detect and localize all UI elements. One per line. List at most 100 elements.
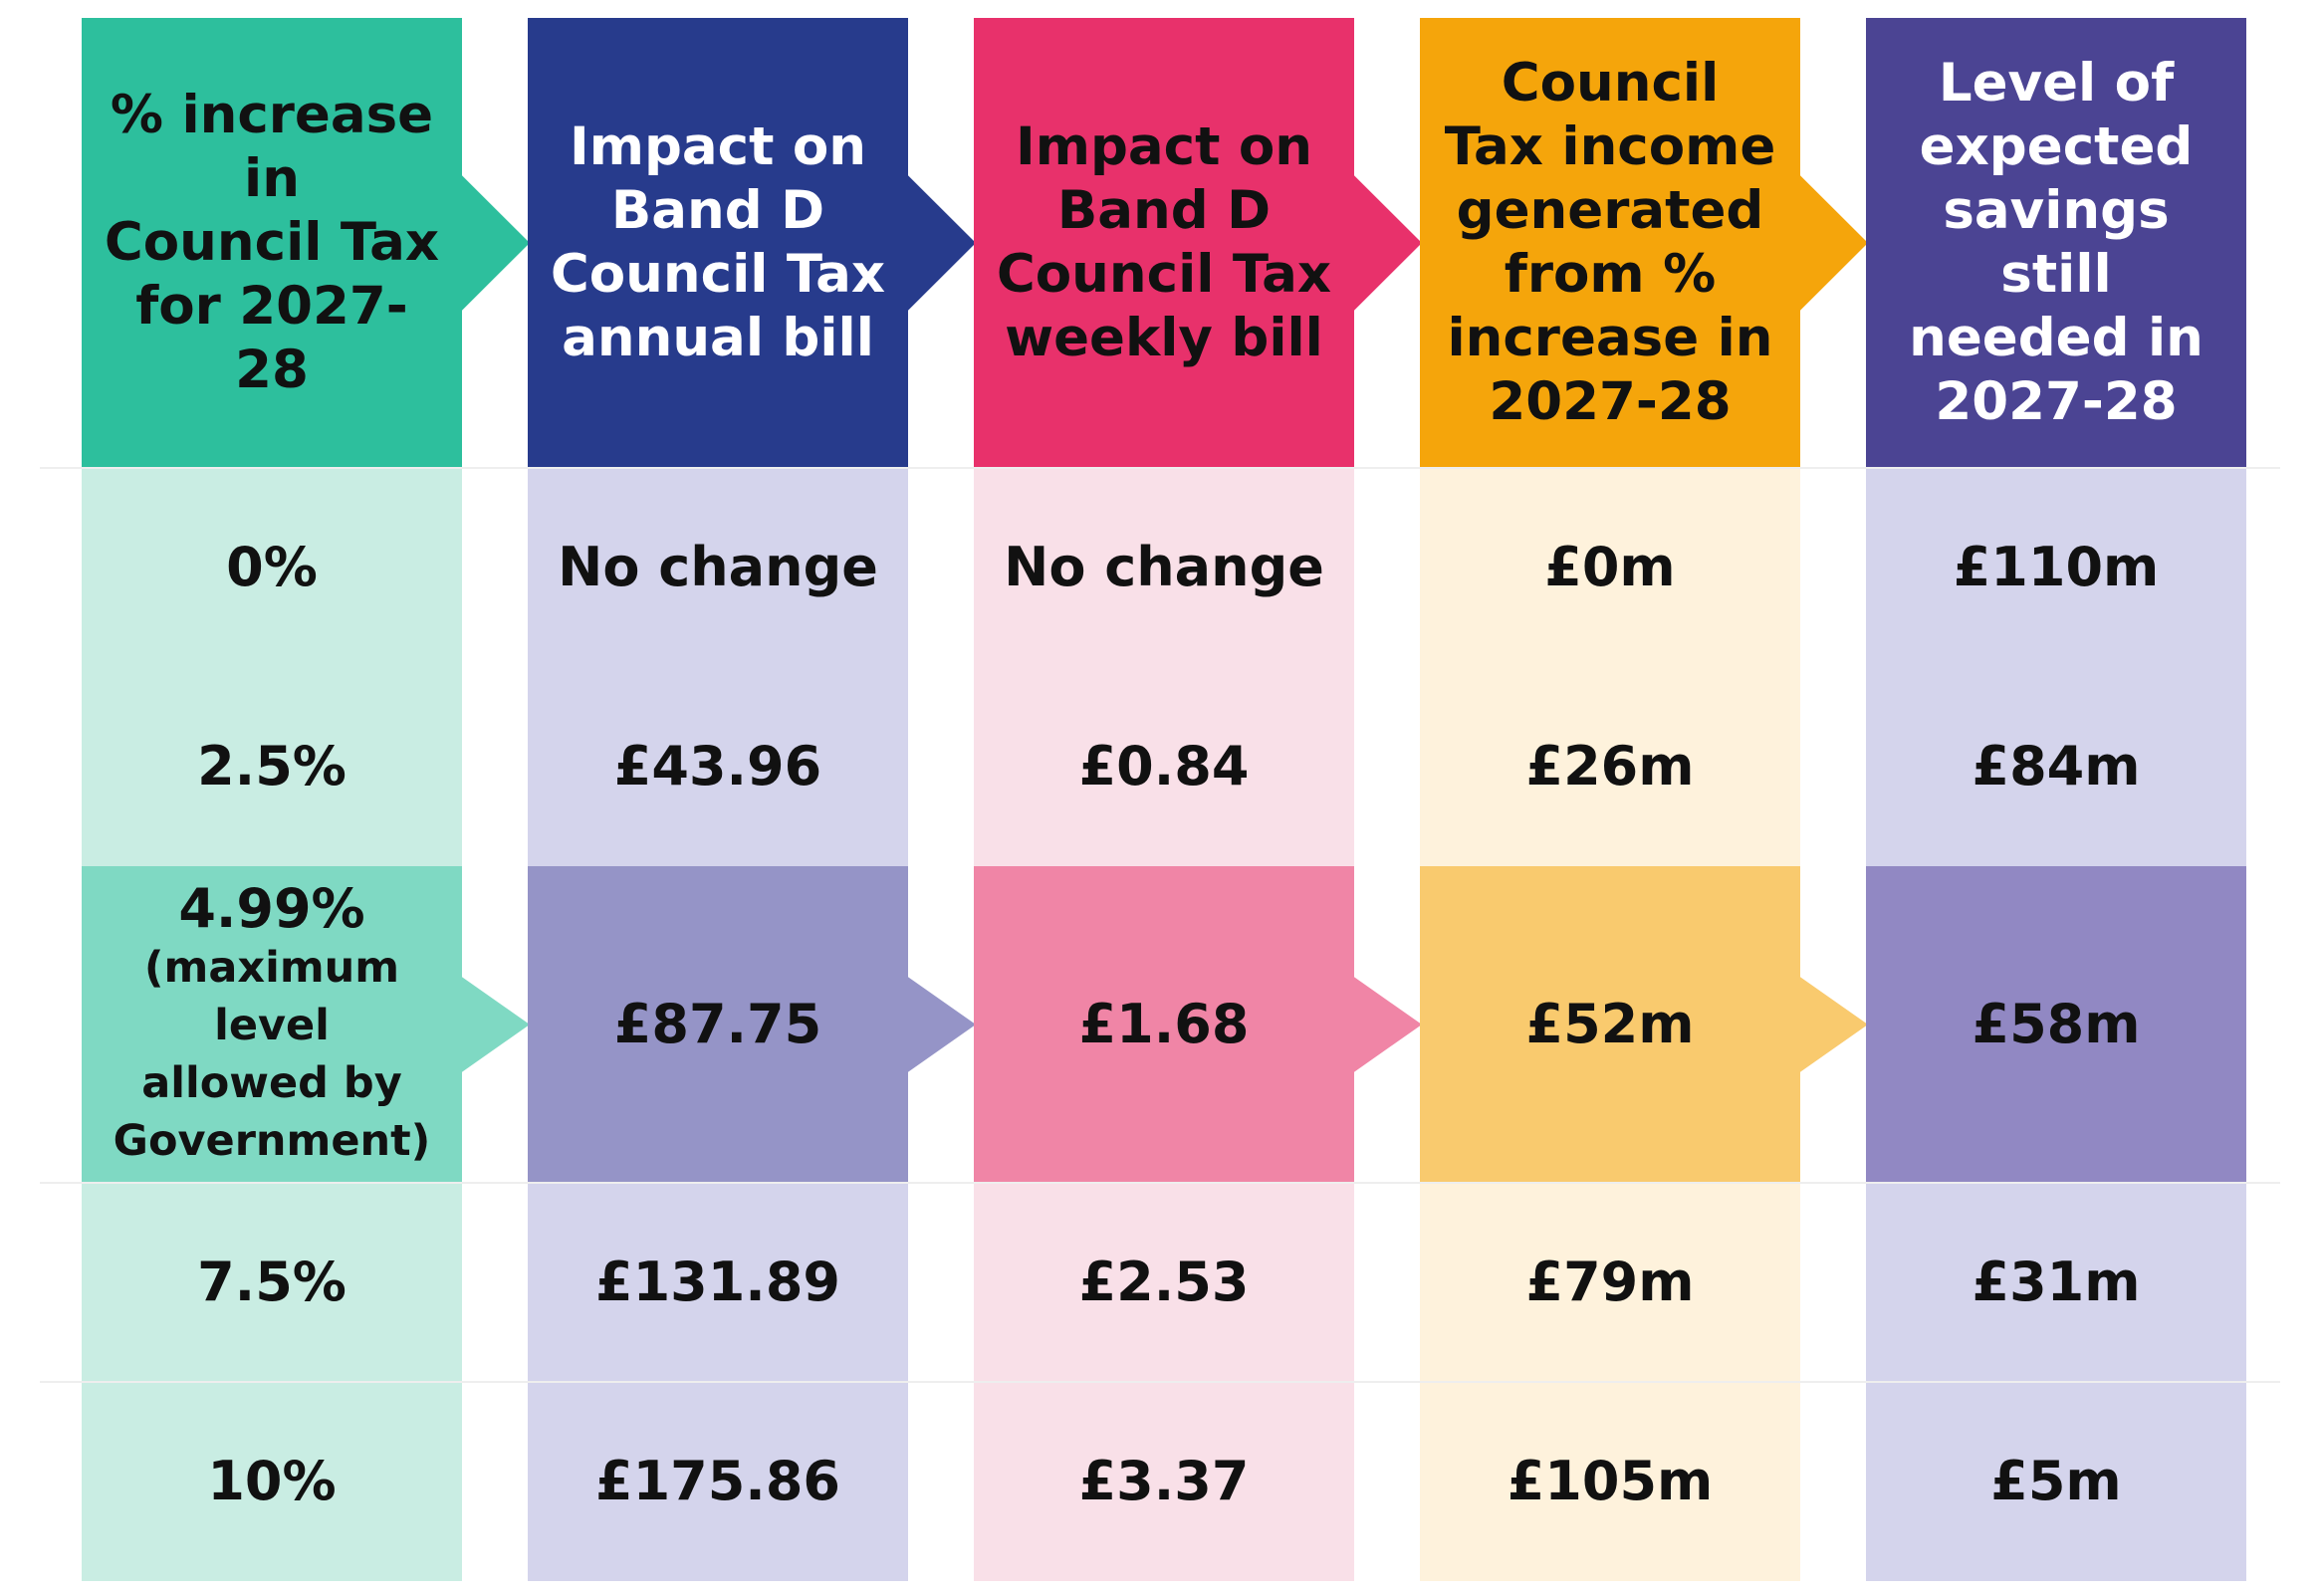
cell-value: £110m (1953, 536, 2160, 598)
table-cell: £5m (1866, 1382, 2246, 1581)
header-line: Council Tax (104, 212, 440, 273)
cell-value: 4.99% (178, 877, 365, 940)
table-cell: £175.86 (528, 1382, 908, 1581)
cell-value: 10% (207, 1450, 337, 1512)
row-separator (40, 1182, 2280, 1184)
header-line: savings still (1943, 180, 2170, 305)
header-line: Council Tax (996, 244, 1332, 305)
cell-content: £87.75 (614, 995, 821, 1054)
cell-content: £1.68 (1079, 995, 1250, 1054)
table-cell: £26m (1420, 667, 1800, 866)
table-cell: £79m (1420, 1183, 1800, 1382)
header-cell: Council Tax income generated from % increase… (1420, 18, 1868, 468)
cell-content: £0.84 (1079, 737, 1250, 797)
table-cell: £110m (1866, 468, 2246, 667)
cell-content: £175.86 (595, 1452, 840, 1511)
header-text: Level of expected savings still needed in 20… (1886, 52, 2226, 434)
cell-content: £43.96 (614, 737, 821, 797)
cell-content: £52m (1526, 995, 1695, 1054)
table-cell: 0% (82, 468, 462, 667)
table-cell: 2.5% (82, 667, 462, 866)
cell-content: £79m (1526, 1253, 1695, 1312)
cell-value: £84m (1972, 735, 2141, 798)
cell-content: £131.89 (595, 1253, 840, 1312)
header-cell: Impact on Band D Council Tax annual bill (528, 18, 976, 468)
cell-value: £1.68 (1078, 993, 1250, 1055)
cell-value: £58m (1972, 993, 2141, 1055)
header-line: Level of (1938, 53, 2175, 114)
cell-value: £175.86 (595, 1450, 840, 1512)
table-cell: £131.89 (528, 1183, 908, 1382)
header-cell: % increase in Council Tax for 2027-28 (82, 18, 530, 468)
header-text: Council Tax income generated from % increase… (1445, 52, 1776, 434)
cell-note-line: Government) (113, 1116, 431, 1166)
cell-content: £26m (1526, 737, 1695, 797)
header-line: needed in (1909, 308, 2204, 368)
cell-content: £110m (1954, 538, 2160, 597)
cell-value: 2.5% (197, 735, 347, 798)
table-cell: £87.75 (528, 866, 976, 1183)
cell-value: £0m (1544, 536, 1676, 598)
table-cell: 4.99% (maximum level allowed by Government) (82, 866, 530, 1183)
table-cell: £3.37 (974, 1382, 1354, 1581)
table-cell: 10% (82, 1382, 462, 1581)
row-separator (40, 467, 2280, 469)
cell-value: £105m (1507, 1450, 1714, 1512)
cell-content: £5m (1990, 1452, 2121, 1511)
cell-value: £131.89 (595, 1251, 840, 1313)
header-text: % increase in Council Tax for 2027-28 (102, 84, 442, 402)
header-line: expected (1919, 116, 2194, 177)
cell-content: 4.99% (maximum level allowed by Government) (82, 879, 462, 1170)
cell-content: £58m (1973, 995, 2141, 1054)
cell-content: £3.37 (1079, 1452, 1250, 1511)
cell-value: £52m (1525, 993, 1695, 1055)
row-separator (40, 1381, 2280, 1383)
cell-content: 2.5% (197, 737, 347, 797)
cell-value: 0% (226, 536, 318, 598)
header-line: annual bill (562, 308, 874, 368)
table-cell: £0m (1420, 468, 1800, 667)
cell-value: No change (1004, 536, 1324, 598)
cell-content: £0m (1544, 538, 1675, 597)
table-cell: £0.84 (974, 667, 1354, 866)
table-cell: £52m (1420, 866, 1868, 1183)
cell-value: No change (558, 536, 878, 598)
header-line: Council Tax (550, 244, 886, 305)
cell-content: No change (1004, 538, 1324, 597)
table-cell: £2.53 (974, 1183, 1354, 1382)
header-line: % increase in (110, 85, 434, 209)
table-cell: No change (974, 468, 1354, 667)
cell-content: £84m (1973, 737, 2141, 797)
header-line: weekly bill (1005, 308, 1323, 368)
header-line: 2027-28 (1489, 371, 1732, 432)
cell-value: £0.84 (1078, 735, 1250, 798)
header-cell: Level of expected savings still needed in 20… (1866, 18, 2246, 468)
cell-value: £26m (1525, 735, 1695, 798)
cell-note-line: allowed by (141, 1058, 402, 1108)
header-line: increase in (1447, 308, 1773, 368)
cell-value: £31m (1972, 1251, 2141, 1313)
table-cell: £105m (1420, 1382, 1800, 1581)
header-cell: Impact on Band D Council Tax weekly bill (974, 18, 1422, 468)
cell-content: 0% (226, 538, 318, 597)
header-text: Impact on Band D Council Tax annual bill (551, 115, 885, 370)
table-cell: £31m (1866, 1183, 2246, 1382)
table-cell: £43.96 (528, 667, 908, 866)
cell-content: £105m (1508, 1452, 1714, 1511)
cell-value: £5m (1990, 1450, 2122, 1512)
header-text: Impact on Band D Council Tax weekly bill (997, 115, 1331, 370)
header-line: Impact on (570, 116, 866, 177)
header-line: Band D (610, 180, 825, 241)
table-cell: £58m (1866, 866, 2246, 1183)
cell-note-line: (maximum level (143, 943, 400, 1050)
header-line: Council (1501, 53, 1720, 114)
header-line: from % (1504, 244, 1717, 305)
cell-content: £31m (1973, 1253, 2141, 1312)
header-line: Tax income (1444, 116, 1776, 177)
header-line: generated (1456, 180, 1764, 241)
cell-value: £79m (1525, 1251, 1695, 1313)
cell-content: 7.5% (197, 1253, 347, 1312)
cell-value: £3.37 (1078, 1450, 1250, 1512)
table-cell: £84m (1866, 667, 2246, 866)
header-line: Band D (1056, 180, 1272, 241)
